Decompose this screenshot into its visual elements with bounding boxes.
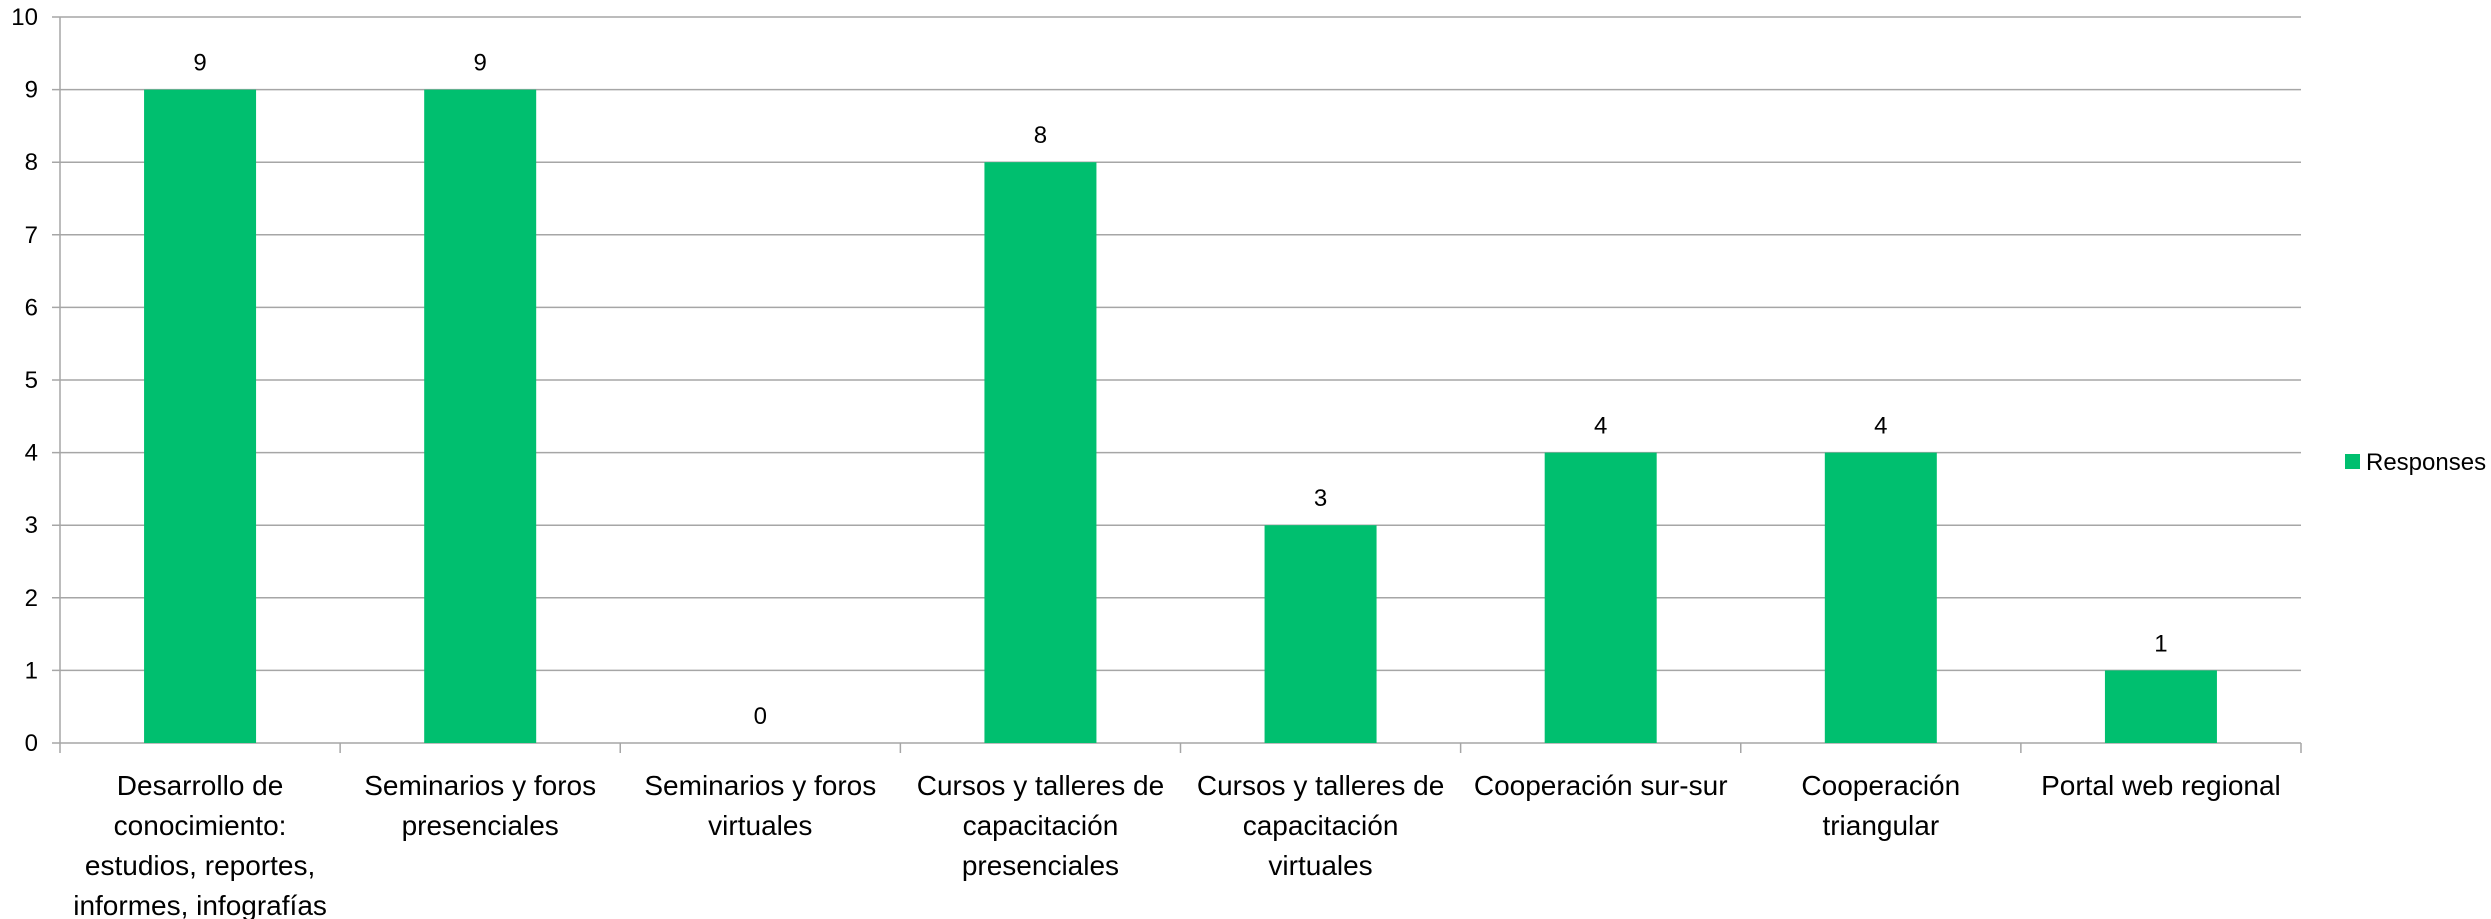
y-tick-label: 10 [11, 4, 38, 31]
bar [1264, 525, 1377, 743]
data-labels: 9 9 0 8 3 4 4 1 [193, 50, 2167, 730]
data-label: 4 [1594, 413, 1607, 440]
y-tick-label: 0 [25, 730, 38, 757]
x-category-label: Seminarios y foros virtuales [644, 770, 876, 841]
x-category-label: Cursos y talleres de capacitación presenci… [917, 770, 1164, 881]
y-tick-label: 5 [25, 367, 38, 394]
bar [424, 89, 537, 744]
y-tick-label: 6 [25, 294, 38, 321]
y-tick-label: 8 [25, 149, 38, 176]
y-tick-label: 1 [25, 657, 38, 684]
x-axis [59, 743, 2302, 753]
x-category-label: Desarrollo de conocimiento: estudios, repo… [73, 770, 327, 919]
x-category-label: Portal web regional [2041, 770, 2281, 801]
legend-label-responses: Responses [2366, 449, 2486, 476]
x-category-label: Cooperación triangular [1801, 770, 1960, 841]
y-tick-label: 7 [25, 222, 38, 249]
bar [2104, 670, 2217, 743]
bar [984, 162, 1097, 743]
data-label: 8 [1034, 122, 1047, 149]
y-tick-label: 9 [25, 77, 38, 104]
data-label: 4 [1874, 413, 1887, 440]
bars [144, 89, 2217, 744]
gridlines [52, 16, 2301, 744]
category-labels: Desarrollo de conocimiento: estudios, repo… [73, 770, 2281, 919]
y-tick-label: 2 [25, 585, 38, 612]
x-category-label: Seminarios y foros presenciales [364, 770, 596, 841]
y-axis-ticks: 0 1 2 3 4 5 6 7 8 9 10 [11, 4, 38, 757]
data-label: 9 [193, 50, 206, 77]
legend-swatch [2345, 454, 2360, 469]
x-category-label: Cursos y talleres de capacitación virtuale… [1197, 770, 1444, 881]
y-tick-label: 4 [25, 440, 38, 467]
bar [144, 89, 257, 744]
y-tick-label: 3 [25, 512, 38, 539]
x-category-label: Cooperación sur-sur [1474, 770, 1728, 801]
data-label: 9 [474, 50, 487, 77]
bar [1824, 452, 1937, 743]
legend: Responses [2345, 449, 2486, 476]
bar [1544, 452, 1657, 743]
data-label: 1 [2154, 630, 2167, 657]
data-label: 0 [754, 703, 767, 730]
data-label: 3 [1314, 485, 1327, 512]
